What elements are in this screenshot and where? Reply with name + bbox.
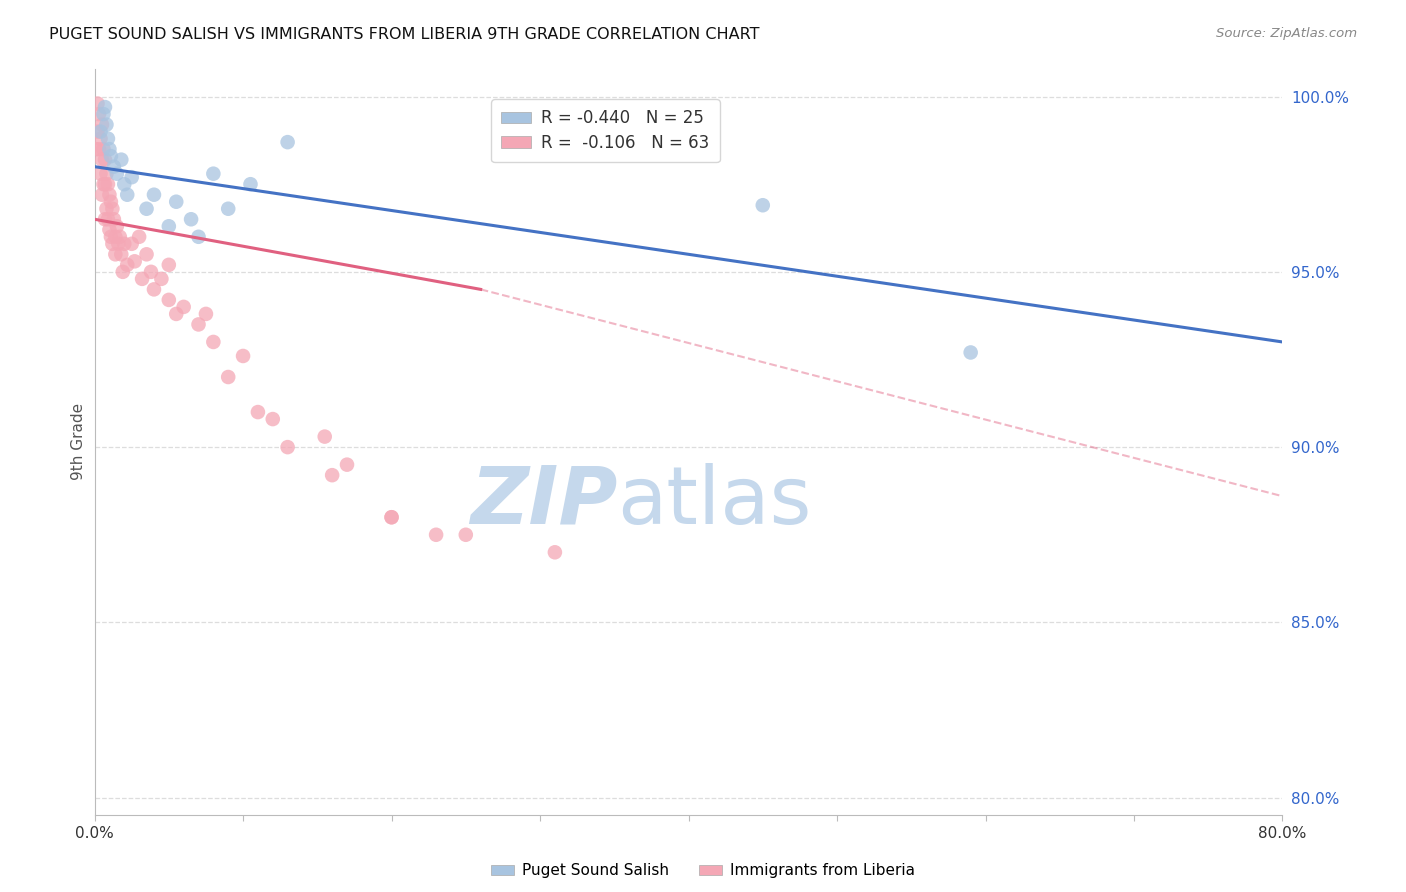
Point <box>93 107 115 121</box>
Point <box>135 247 157 261</box>
Point <box>96 118 118 132</box>
Point <box>101 202 124 216</box>
Point <box>100 229 122 244</box>
Point <box>86 96 108 111</box>
Point <box>321 468 343 483</box>
Legend: R = -0.440   N = 25, R =  -0.106   N = 63: R = -0.440 N = 25, R = -0.106 N = 63 <box>491 99 720 162</box>
Point <box>98 223 121 237</box>
Point <box>84 142 107 156</box>
Legend: Puget Sound Salish, Immigrants from Liberia: Puget Sound Salish, Immigrants from Libe… <box>485 857 921 884</box>
Point <box>87 107 110 121</box>
Point <box>217 370 239 384</box>
Point <box>98 187 121 202</box>
Point <box>425 528 447 542</box>
Point <box>165 307 187 321</box>
Point <box>94 212 117 227</box>
Point <box>112 178 135 192</box>
Point <box>121 170 143 185</box>
Point <box>194 307 217 321</box>
Point <box>246 405 269 419</box>
Point <box>232 349 254 363</box>
Point <box>139 265 162 279</box>
Point <box>121 236 143 251</box>
Text: Source: ZipAtlas.com: Source: ZipAtlas.com <box>1216 27 1357 40</box>
Point <box>180 212 202 227</box>
Point <box>150 272 173 286</box>
Text: PUGET SOUND SALISH VS IMMIGRANTS FROM LIBERIA 9TH GRADE CORRELATION CHART: PUGET SOUND SALISH VS IMMIGRANTS FROM LI… <box>49 27 759 42</box>
Point <box>107 236 129 251</box>
Point <box>131 272 153 286</box>
Point <box>157 293 180 307</box>
Point <box>187 229 209 244</box>
Point <box>103 160 125 174</box>
Point <box>111 265 134 279</box>
Point <box>135 202 157 216</box>
Point <box>91 118 114 132</box>
Point <box>187 318 209 332</box>
Point <box>110 153 132 167</box>
Point <box>94 100 117 114</box>
Point <box>89 131 111 145</box>
Point <box>959 345 981 359</box>
Point <box>105 167 128 181</box>
Point <box>110 247 132 261</box>
Point <box>112 236 135 251</box>
Point <box>105 219 128 234</box>
Point <box>143 282 166 296</box>
Point <box>100 149 122 163</box>
Point <box>143 187 166 202</box>
Point <box>752 198 775 212</box>
Point <box>202 334 225 349</box>
Point <box>124 254 146 268</box>
Point <box>314 429 336 443</box>
Point <box>157 258 180 272</box>
Point <box>380 510 402 524</box>
Y-axis label: 9th Grade: 9th Grade <box>72 403 86 481</box>
Point <box>87 142 110 156</box>
Point <box>97 131 120 145</box>
Point <box>93 178 115 192</box>
Point <box>217 202 239 216</box>
Point <box>544 545 567 559</box>
Point <box>97 178 120 192</box>
Point <box>91 153 114 167</box>
Point <box>157 219 180 234</box>
Point <box>100 194 122 209</box>
Point <box>115 187 138 202</box>
Point <box>165 194 187 209</box>
Point <box>277 440 299 454</box>
Point <box>336 458 359 472</box>
Point <box>202 167 225 181</box>
Point <box>96 202 118 216</box>
Point <box>173 300 195 314</box>
Text: atlas: atlas <box>617 463 811 541</box>
Point <box>96 167 118 181</box>
Point <box>89 125 111 139</box>
Point <box>98 142 121 156</box>
Point <box>93 142 115 156</box>
Point <box>108 229 131 244</box>
Point <box>103 212 125 227</box>
Point <box>104 247 127 261</box>
Point <box>94 178 117 192</box>
Point <box>239 178 262 192</box>
Text: ZIP: ZIP <box>470 463 617 541</box>
Point <box>128 229 150 244</box>
Point <box>86 125 108 139</box>
Point <box>262 412 284 426</box>
Point <box>89 167 111 181</box>
Point <box>104 229 127 244</box>
Point <box>380 510 402 524</box>
Point <box>101 236 124 251</box>
Point <box>115 258 138 272</box>
Point <box>454 528 477 542</box>
Point <box>94 153 117 167</box>
Point <box>91 187 114 202</box>
Point <box>277 135 299 149</box>
Point <box>97 212 120 227</box>
